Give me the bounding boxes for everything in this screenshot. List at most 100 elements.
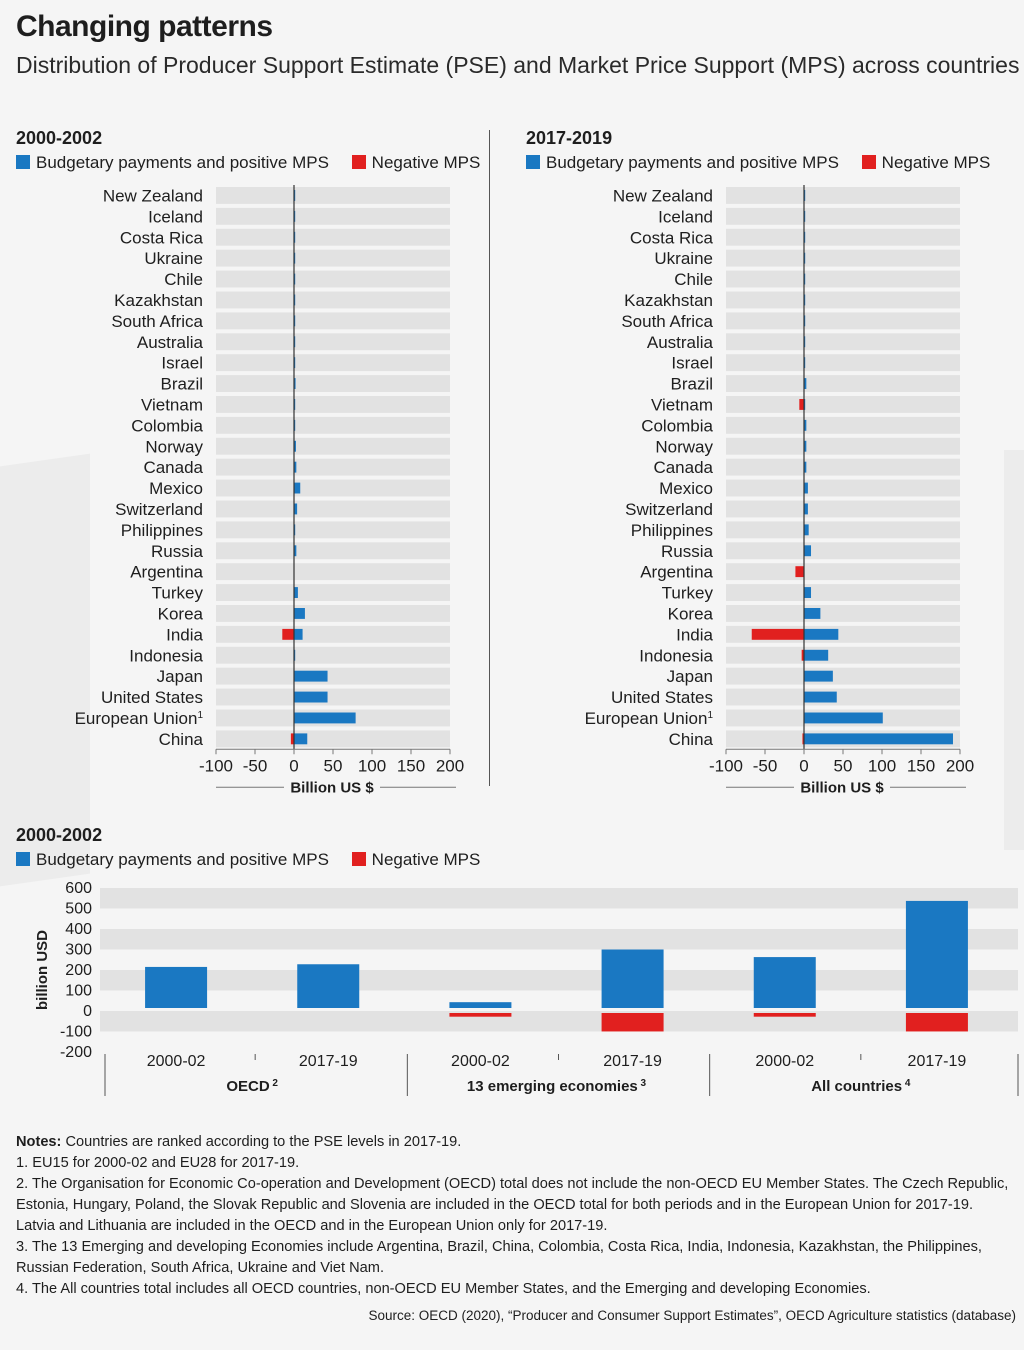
bar-positive: [905, 900, 968, 1008]
row-band: [216, 458, 450, 476]
row-band: [726, 646, 960, 664]
legend-item-positive: Budgetary payments and positive MPS: [16, 850, 329, 869]
category-label: Chile: [674, 270, 713, 289]
x-tick-label: 2017-19: [299, 1053, 358, 1070]
category-label: Israel: [671, 354, 713, 373]
x-tick-label: 100: [868, 756, 896, 775]
bar-negative: [905, 1013, 968, 1032]
legend-item-negative: Negative MPS: [861, 153, 991, 172]
row-band: [216, 437, 450, 455]
chart3-legend: Budgetary payments and positive MPS Nega…: [16, 850, 498, 870]
notes: Notes: Countries are ranked according to…: [16, 1132, 1016, 1300]
row-band: [216, 207, 450, 225]
row-band: [216, 521, 450, 539]
page-subtitle: Distribution of Producer Support Estimat…: [16, 52, 1020, 78]
category-label: Israel: [161, 354, 203, 373]
row-band: [216, 375, 450, 392]
row-band: [216, 396, 450, 413]
y-axis-title: billion USD: [34, 930, 51, 1010]
row-band: [726, 312, 960, 330]
bar-negative: [799, 399, 804, 410]
row-band: [726, 207, 960, 225]
category-label: Canada: [143, 458, 203, 477]
bar-positive: [804, 712, 883, 724]
row-band: [726, 333, 960, 351]
background-shape-right: [1004, 450, 1024, 850]
x-tick-label: 0: [799, 756, 808, 775]
bar-negative: [290, 733, 294, 745]
category-label: Philippines: [121, 521, 203, 540]
bar-positive: [294, 608, 305, 619]
row-band: [216, 563, 450, 581]
row-band: [216, 228, 450, 246]
chart2-horizontal-bar-chart: New Zealand Iceland Costa Rica Ukraine Chile…: [585, 185, 974, 795]
bar-positive: [804, 733, 953, 745]
category-label: Argentina: [130, 563, 203, 582]
category-label: Brazil: [670, 375, 713, 394]
bar-positive: [804, 691, 837, 703]
row-band: [726, 667, 960, 685]
chart3-vertical-bar-chart: -200 -100 0 100 200 300 400 500 600 billion USD 20…: [34, 880, 1019, 1096]
bar-positive: [294, 503, 298, 515]
category-label: Norway: [655, 437, 713, 456]
row-band: [216, 542, 450, 560]
bar-negative: [282, 628, 294, 640]
legend-label-positive: Budgetary payments and positive MPS: [36, 850, 329, 869]
category-label: United States: [101, 688, 203, 707]
row-band: [216, 667, 450, 685]
bar-positive: [294, 482, 301, 494]
group-footnote: 2: [270, 1078, 279, 1089]
category-label: European Union1: [75, 709, 204, 728]
row-band: [726, 688, 960, 706]
bar-negative: [601, 1013, 664, 1032]
bar-positive: [294, 691, 328, 703]
category-label: Indonesia: [639, 646, 713, 665]
bar-positive: [804, 649, 829, 661]
bar-negative: [795, 566, 804, 578]
y-tick-label: 600: [65, 880, 92, 897]
legend-swatch-negative: [861, 155, 876, 169]
bar-positive: [804, 587, 812, 598]
category-label: New Zealand: [103, 186, 203, 205]
row-band: [216, 479, 450, 497]
bar-positive: [804, 461, 807, 473]
legend-item-negative: Negative MPS: [351, 153, 480, 172]
row-band: [216, 730, 450, 748]
note-2: 2. The Organisation for Economic Co-oper…: [16, 1176, 1009, 1234]
x-tick-label: 50: [834, 756, 853, 775]
legend-label-negative: Negative MPS: [881, 153, 991, 172]
category-label: Turkey: [662, 584, 714, 603]
grid-band: [100, 970, 1018, 991]
x-tick-label: 2000-02: [755, 1053, 814, 1070]
chart2-title: 2017-2019: [526, 128, 613, 148]
category-label: United States: [611, 688, 713, 707]
row-band: [216, 354, 450, 372]
category-label: Colombia: [641, 416, 713, 435]
row-band: [216, 416, 450, 434]
category-label: Vietnam: [651, 395, 713, 414]
category-label: Iceland: [148, 207, 203, 226]
row-band: [216, 688, 450, 706]
bar-negative: [751, 628, 804, 640]
source: Source: OECD (2020), “Producer and Consu…: [368, 1308, 1016, 1323]
row-band: [726, 458, 960, 476]
row-band: [216, 646, 450, 664]
bar-positive: [804, 419, 807, 431]
row-band: [216, 625, 450, 643]
legend-swatch-positive: [16, 155, 30, 169]
category-label: Costa Rica: [120, 228, 204, 247]
bar-negative: [449, 1013, 512, 1017]
bar-positive: [804, 378, 807, 389]
bar-positive: [804, 503, 808, 515]
row-band: [216, 584, 450, 601]
row-band: [216, 270, 450, 288]
bar-positive: [804, 482, 808, 494]
x-tick-label: 2000-02: [451, 1053, 510, 1070]
bar-positive: [804, 440, 807, 452]
group-footnote: 3: [638, 1078, 647, 1089]
grid-band: [100, 929, 1018, 950]
category-label: Ukraine: [654, 249, 713, 268]
category-label: Korea: [158, 604, 204, 623]
category-label: South Africa: [621, 312, 713, 331]
row-band: [726, 375, 960, 392]
